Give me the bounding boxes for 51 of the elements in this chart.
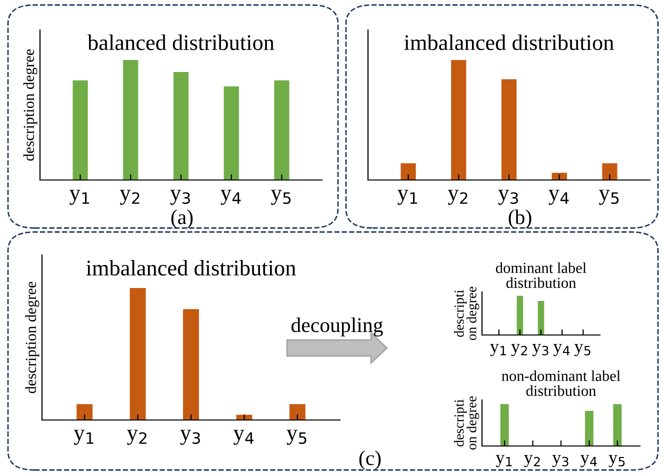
annotation: decoupling (291, 318, 383, 336)
bar (130, 288, 146, 420)
x-tick-label: y$_{5}$ (286, 430, 306, 445)
x-tick-label: y$_{2}$ (127, 430, 146, 445)
y-axis-title: description degree (454, 286, 480, 340)
bar (224, 86, 239, 180)
x-tick-label: y$_{4}$ (548, 190, 569, 205)
x-tick-label: y$_{4}$ (553, 344, 570, 356)
x-tick-label: y$_{2}$ (524, 454, 540, 468)
x-tick-label: y$_{2}$ (511, 344, 527, 356)
x-tick-label: y$_{5}$ (574, 344, 590, 356)
y-axis-title: description degree (454, 396, 480, 450)
chart-title: imbalanced distribution (404, 34, 614, 50)
x-tick-label: y$_{4}$ (580, 454, 597, 468)
x-tick-label: y$_{2}$ (448, 190, 468, 205)
x-tick-label: y$_{1}$ (74, 430, 94, 445)
x-tick-label: y$_{5}$ (270, 190, 291, 205)
bar (289, 404, 306, 420)
bar (72, 80, 88, 180)
text: (b) (508, 210, 532, 228)
x-tick-label: y$_{3}$ (532, 344, 548, 356)
bar (76, 404, 93, 420)
bar (602, 163, 618, 180)
text: (a) (171, 210, 193, 228)
bar (183, 309, 199, 420)
bar (451, 60, 466, 180)
x-tick-label: y$_{1}$ (490, 344, 506, 356)
bar (173, 72, 189, 180)
x-tick-label: y$_{1}$ (70, 190, 90, 205)
bar (400, 163, 416, 180)
x-tick-label: y$_{1}$ (398, 190, 418, 205)
x-tick-label: y$_{4}$ (233, 430, 254, 445)
x-tick-label: y$_{4}$ (220, 190, 241, 205)
x-tick-label: y$_{1}$ (496, 454, 512, 468)
x-tick-label: y$_{2}$ (120, 190, 140, 205)
chart-title: balanced distribution (88, 34, 274, 50)
chart-title: non-dominant label distribution (502, 370, 620, 396)
x-tick-label: y$_{3}$ (170, 190, 190, 205)
x-tick-label: y$_{5}$ (598, 190, 619, 205)
bar (123, 60, 138, 180)
chart-title: dominant label distribution (496, 262, 586, 288)
x-tick-label: y$_{5}$ (608, 454, 625, 468)
bar (274, 80, 290, 180)
x-tick-label: y$_{3}$ (552, 454, 568, 468)
bar (501, 79, 517, 180)
y-axis-title: description degree (23, 49, 38, 161)
y-axis-title: description degree (25, 282, 40, 394)
x-tick-label: y$_{3}$ (180, 430, 200, 445)
text: (c) (359, 450, 381, 470)
x-tick-label: y$_{3}$ (498, 190, 518, 205)
chart-title: imbalanced distribution (86, 260, 296, 276)
